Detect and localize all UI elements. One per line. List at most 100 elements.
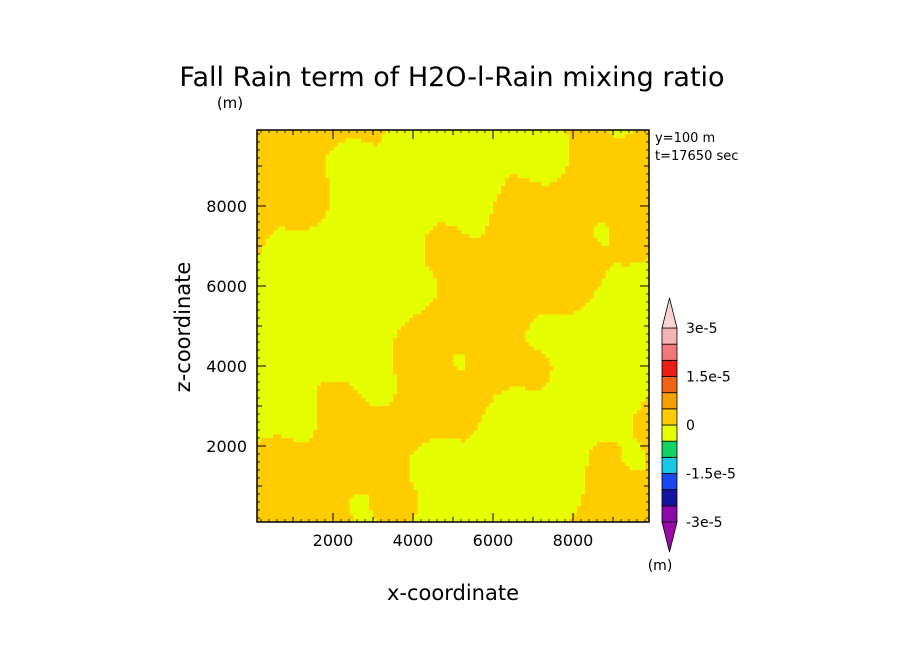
field-cell: [269, 442, 274, 447]
field-cell: [333, 134, 338, 139]
field-cell: [437, 346, 442, 351]
field-cell: [305, 470, 310, 475]
field-cell: [637, 206, 642, 211]
colorbar-segment: [661, 376, 678, 394]
field-cell: [533, 378, 538, 383]
field-cell: [381, 510, 386, 515]
field-cell: [357, 482, 362, 487]
field-cell: [569, 134, 574, 139]
field-cell: [521, 214, 526, 219]
field-cell: [365, 470, 370, 475]
field-cell: [645, 182, 649, 187]
field-cell: [597, 174, 602, 179]
field-cell: [501, 358, 506, 363]
field-cell: [521, 274, 526, 279]
field-cell: [265, 162, 270, 167]
field-cell: [301, 218, 306, 223]
field-cell: [613, 502, 618, 507]
field-cell: [613, 474, 618, 479]
field-cell: [537, 286, 542, 291]
field-cell: [585, 134, 590, 139]
field-cell: [373, 474, 378, 479]
field-cell: [533, 210, 538, 215]
field-cell: [505, 282, 510, 287]
field-cell: [349, 482, 354, 487]
field-cell: [585, 258, 590, 263]
field-cell: [381, 470, 386, 475]
field-cell: [493, 274, 498, 279]
field-cell: [301, 214, 306, 219]
field-cell: [545, 266, 550, 271]
field-cell: [433, 234, 438, 239]
field-cell: [517, 238, 522, 243]
field-cell: [601, 442, 606, 447]
field-cell: [565, 274, 570, 279]
field-cell: [333, 474, 338, 479]
field-cell: [561, 250, 566, 255]
field-cell: [501, 290, 506, 295]
field-cell: [369, 410, 374, 415]
field-cell: [449, 414, 454, 419]
field-cell: [289, 462, 294, 467]
field-cell: [321, 510, 326, 515]
field-cell: [353, 462, 358, 467]
field-cell: [381, 130, 386, 135]
field-cell: [501, 310, 506, 315]
field-cell: [493, 262, 498, 267]
field-cell: [313, 494, 318, 499]
field-cell: [637, 150, 642, 155]
colorbar: [661, 297, 678, 553]
field-cell: [541, 302, 546, 307]
field-cell: [613, 478, 618, 483]
field-cell: [521, 190, 526, 195]
field-cell: [457, 426, 462, 431]
field-cell: [569, 250, 574, 255]
field-cell: [609, 478, 614, 483]
field-cell: [561, 262, 566, 267]
field-cell: [537, 194, 542, 199]
field-cell: [457, 330, 462, 335]
field-cell: [569, 194, 574, 199]
field-cell: [341, 402, 346, 407]
field-cell: [325, 498, 330, 503]
field-cell: [269, 166, 274, 171]
field-cell: [401, 478, 406, 483]
field-cell: [405, 414, 410, 419]
field-cell: [601, 138, 606, 143]
field-cell: [641, 482, 646, 487]
field-cell: [333, 394, 338, 399]
field-cell: [301, 454, 306, 459]
field-cell: [349, 406, 354, 411]
field-cell: [273, 190, 278, 195]
field-cell: [313, 506, 318, 511]
field-cell: [597, 210, 602, 215]
field-cell: [261, 178, 266, 183]
field-cell: [277, 158, 282, 163]
field-cell: [637, 514, 642, 519]
field-cell: [505, 194, 510, 199]
field-cell: [437, 398, 442, 403]
field-cell: [401, 406, 406, 411]
field-cell: [477, 334, 482, 339]
field-cell: [277, 182, 282, 187]
field-cell: [581, 506, 586, 511]
field-cell: [637, 426, 642, 431]
field-cell: [461, 250, 466, 255]
field-cell: [557, 206, 562, 211]
field-cell: [621, 238, 626, 243]
field-cell: [513, 282, 518, 287]
field-cell: [393, 426, 398, 431]
field-cell: [361, 422, 366, 427]
field-cell: [373, 426, 378, 431]
field-cell: [393, 470, 398, 475]
field-cell: [269, 178, 274, 183]
field-cell: [405, 486, 410, 491]
field-cell: [277, 134, 282, 139]
field-cell: [593, 490, 598, 495]
field-cell: [277, 214, 282, 219]
field-cell: [385, 430, 390, 435]
field-cell: [573, 298, 578, 303]
field-cell: [481, 334, 486, 339]
field-cell: [413, 378, 418, 383]
field-cell: [625, 222, 630, 227]
